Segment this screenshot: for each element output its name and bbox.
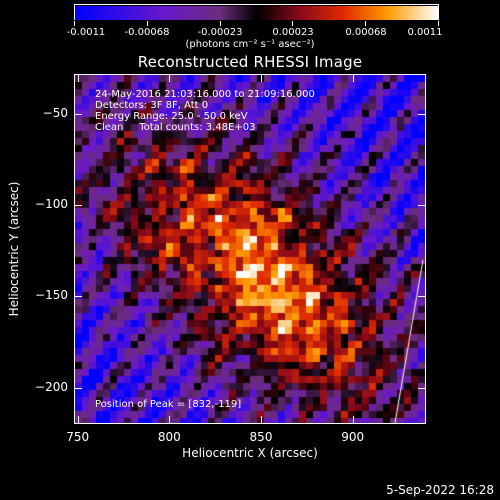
colorbar-tick <box>219 21 221 26</box>
heatmap-image <box>75 75 425 423</box>
colorbar-tick-label: -0.00068 <box>124 27 170 38</box>
y-tick-label: −100 <box>35 197 68 212</box>
annotation-energy-range: Energy Range: 25.0 - 50.0 keV <box>95 111 248 122</box>
y-tick-label: −50 <box>42 106 68 121</box>
colorbar-tick-label: 0.00023 <box>272 27 314 38</box>
timestamp: 5-Sep-2022 16:28 <box>386 483 494 497</box>
y-tick-mark <box>74 114 82 116</box>
colorbar-unit: (photons cm⁻² s⁻¹ asec⁻²) <box>185 39 315 50</box>
annotation-clean-counts: Clean Total counts: 3.48E+03 <box>95 122 256 133</box>
y-tick-mark <box>74 205 82 207</box>
colorbar-tick <box>365 21 367 26</box>
colorbar-gradient <box>75 6 438 20</box>
x-tick-mark <box>261 416 262 424</box>
x-tick-mark <box>77 74 79 82</box>
colorbar-tick <box>74 21 75 26</box>
x-tick-label: 850 <box>249 430 273 444</box>
colorbar-ticks <box>74 21 439 27</box>
annotation-peak-position: Position of Peak = [832,-119] <box>95 399 242 410</box>
colorbar <box>74 4 439 20</box>
chart-title: Reconstructed RHESSI Image <box>137 53 363 71</box>
y-tick-mark <box>418 114 426 116</box>
x-tick-mark <box>261 74 262 82</box>
y-tick-label: −200 <box>35 379 68 394</box>
plot-area: 24-May-2016 21:03:16.000 to 21:09:16.000… <box>74 74 426 424</box>
y-tick-mark <box>74 296 82 298</box>
x-tick-mark <box>352 416 354 424</box>
colorbar-tick-label: 0.0011 <box>407 27 443 38</box>
y-tick-mark <box>418 387 426 389</box>
colorbar-tick <box>146 21 148 26</box>
colorbar-tick-label: -0.00023 <box>197 27 243 38</box>
y-axis-label: Heliocentric Y (arcsec) <box>7 181 21 317</box>
colorbar-tick <box>438 21 439 26</box>
x-tick-label: 900 <box>341 430 365 444</box>
x-tick-label: 800 <box>157 430 181 444</box>
x-tick-mark <box>352 74 354 82</box>
x-tick-label: 750 <box>66 430 90 444</box>
y-tick-mark <box>418 205 426 207</box>
y-tick-mark <box>74 387 82 389</box>
colorbar-tick <box>292 21 294 26</box>
y-tick-label: −150 <box>35 288 68 303</box>
x-tick-mark <box>77 416 79 424</box>
colorbar-tick-label: 0.00068 <box>345 27 387 38</box>
colorbar-tick-label: -0.0011 <box>66 27 106 38</box>
x-tick-mark <box>169 416 171 424</box>
annotation-detectors: Detectors: 3F 8F, Att 0 <box>95 100 209 111</box>
y-tick-mark <box>418 296 426 298</box>
x-tick-mark <box>169 74 171 82</box>
x-axis-label: Heliocentric X (arcsec) <box>182 446 318 460</box>
annotation-time-range: 24-May-2016 21:03:16.000 to 21:09:16.000 <box>95 89 315 100</box>
